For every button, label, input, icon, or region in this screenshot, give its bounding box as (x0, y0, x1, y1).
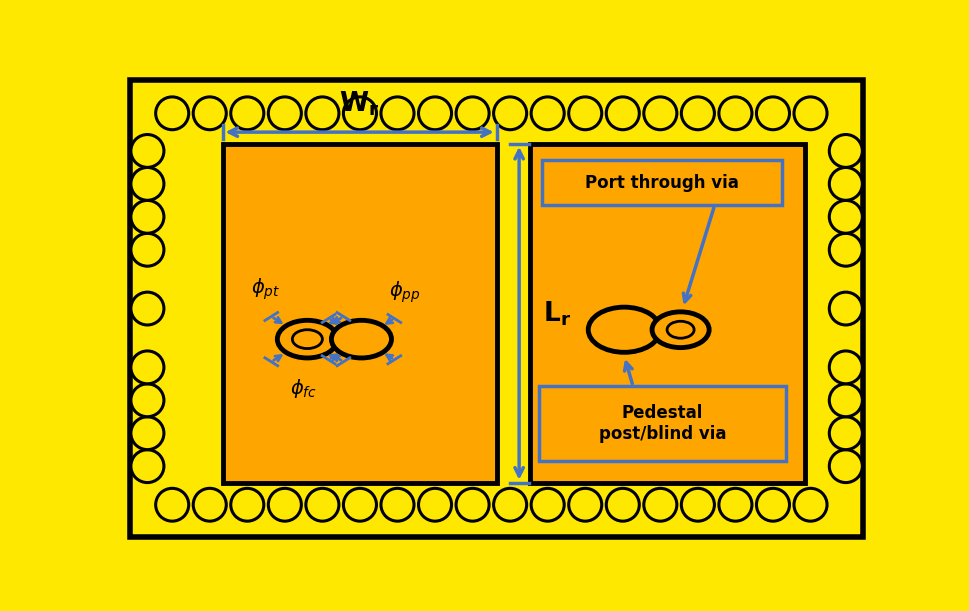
Ellipse shape (829, 384, 862, 417)
Ellipse shape (456, 97, 489, 130)
Circle shape (277, 320, 337, 358)
Ellipse shape (829, 134, 862, 167)
Ellipse shape (343, 97, 376, 130)
Ellipse shape (456, 488, 489, 521)
Ellipse shape (131, 200, 164, 233)
Text: $\phi_{pt}$: $\phi_{pt}$ (251, 277, 281, 302)
Ellipse shape (343, 488, 376, 521)
Ellipse shape (607, 97, 640, 130)
Bar (540, 386, 786, 461)
Circle shape (331, 320, 391, 358)
Ellipse shape (531, 488, 564, 521)
Ellipse shape (131, 384, 164, 417)
Ellipse shape (794, 488, 827, 521)
Text: $\phi_{fc}$: $\phi_{fc}$ (290, 377, 317, 400)
Circle shape (652, 312, 709, 348)
Ellipse shape (131, 450, 164, 483)
Ellipse shape (131, 233, 164, 266)
Bar (542, 160, 782, 205)
Ellipse shape (829, 167, 862, 200)
Ellipse shape (757, 488, 790, 521)
Ellipse shape (829, 351, 862, 384)
Ellipse shape (531, 97, 564, 130)
Ellipse shape (829, 450, 862, 483)
Text: $\mathbf{W_r}$: $\mathbf{W_r}$ (339, 90, 380, 118)
Circle shape (293, 330, 323, 348)
Ellipse shape (156, 488, 189, 521)
Ellipse shape (681, 97, 714, 130)
Ellipse shape (569, 97, 602, 130)
Ellipse shape (231, 97, 264, 130)
Bar (530, 144, 804, 483)
Ellipse shape (719, 97, 752, 130)
Ellipse shape (131, 167, 164, 200)
Bar (223, 144, 497, 483)
Ellipse shape (419, 488, 452, 521)
Ellipse shape (306, 488, 339, 521)
Text: $\mathbf{L_r}$: $\mathbf{L_r}$ (543, 299, 571, 327)
Text: Port through via: Port through via (585, 174, 738, 192)
Ellipse shape (131, 417, 164, 450)
Ellipse shape (569, 488, 602, 521)
Circle shape (588, 307, 660, 353)
Ellipse shape (681, 488, 714, 521)
Ellipse shape (156, 97, 189, 130)
Ellipse shape (306, 97, 339, 130)
Ellipse shape (381, 97, 414, 130)
Ellipse shape (643, 488, 676, 521)
Ellipse shape (829, 233, 862, 266)
Ellipse shape (493, 488, 527, 521)
Ellipse shape (493, 97, 527, 130)
Ellipse shape (607, 488, 640, 521)
Ellipse shape (643, 97, 676, 130)
Ellipse shape (829, 417, 862, 450)
Ellipse shape (829, 200, 862, 233)
Ellipse shape (131, 134, 164, 167)
Ellipse shape (193, 488, 226, 521)
Ellipse shape (131, 351, 164, 384)
Ellipse shape (829, 292, 862, 325)
Circle shape (667, 321, 694, 338)
Ellipse shape (231, 488, 264, 521)
Text: Pedestal
post/blind via: Pedestal post/blind via (599, 404, 727, 443)
Ellipse shape (794, 97, 827, 130)
Ellipse shape (719, 488, 752, 521)
Ellipse shape (419, 97, 452, 130)
Ellipse shape (193, 97, 226, 130)
Ellipse shape (268, 97, 301, 130)
Ellipse shape (131, 292, 164, 325)
Ellipse shape (381, 488, 414, 521)
Ellipse shape (757, 97, 790, 130)
Ellipse shape (268, 488, 301, 521)
Text: $\phi_{pp}$: $\phi_{pp}$ (390, 279, 421, 305)
